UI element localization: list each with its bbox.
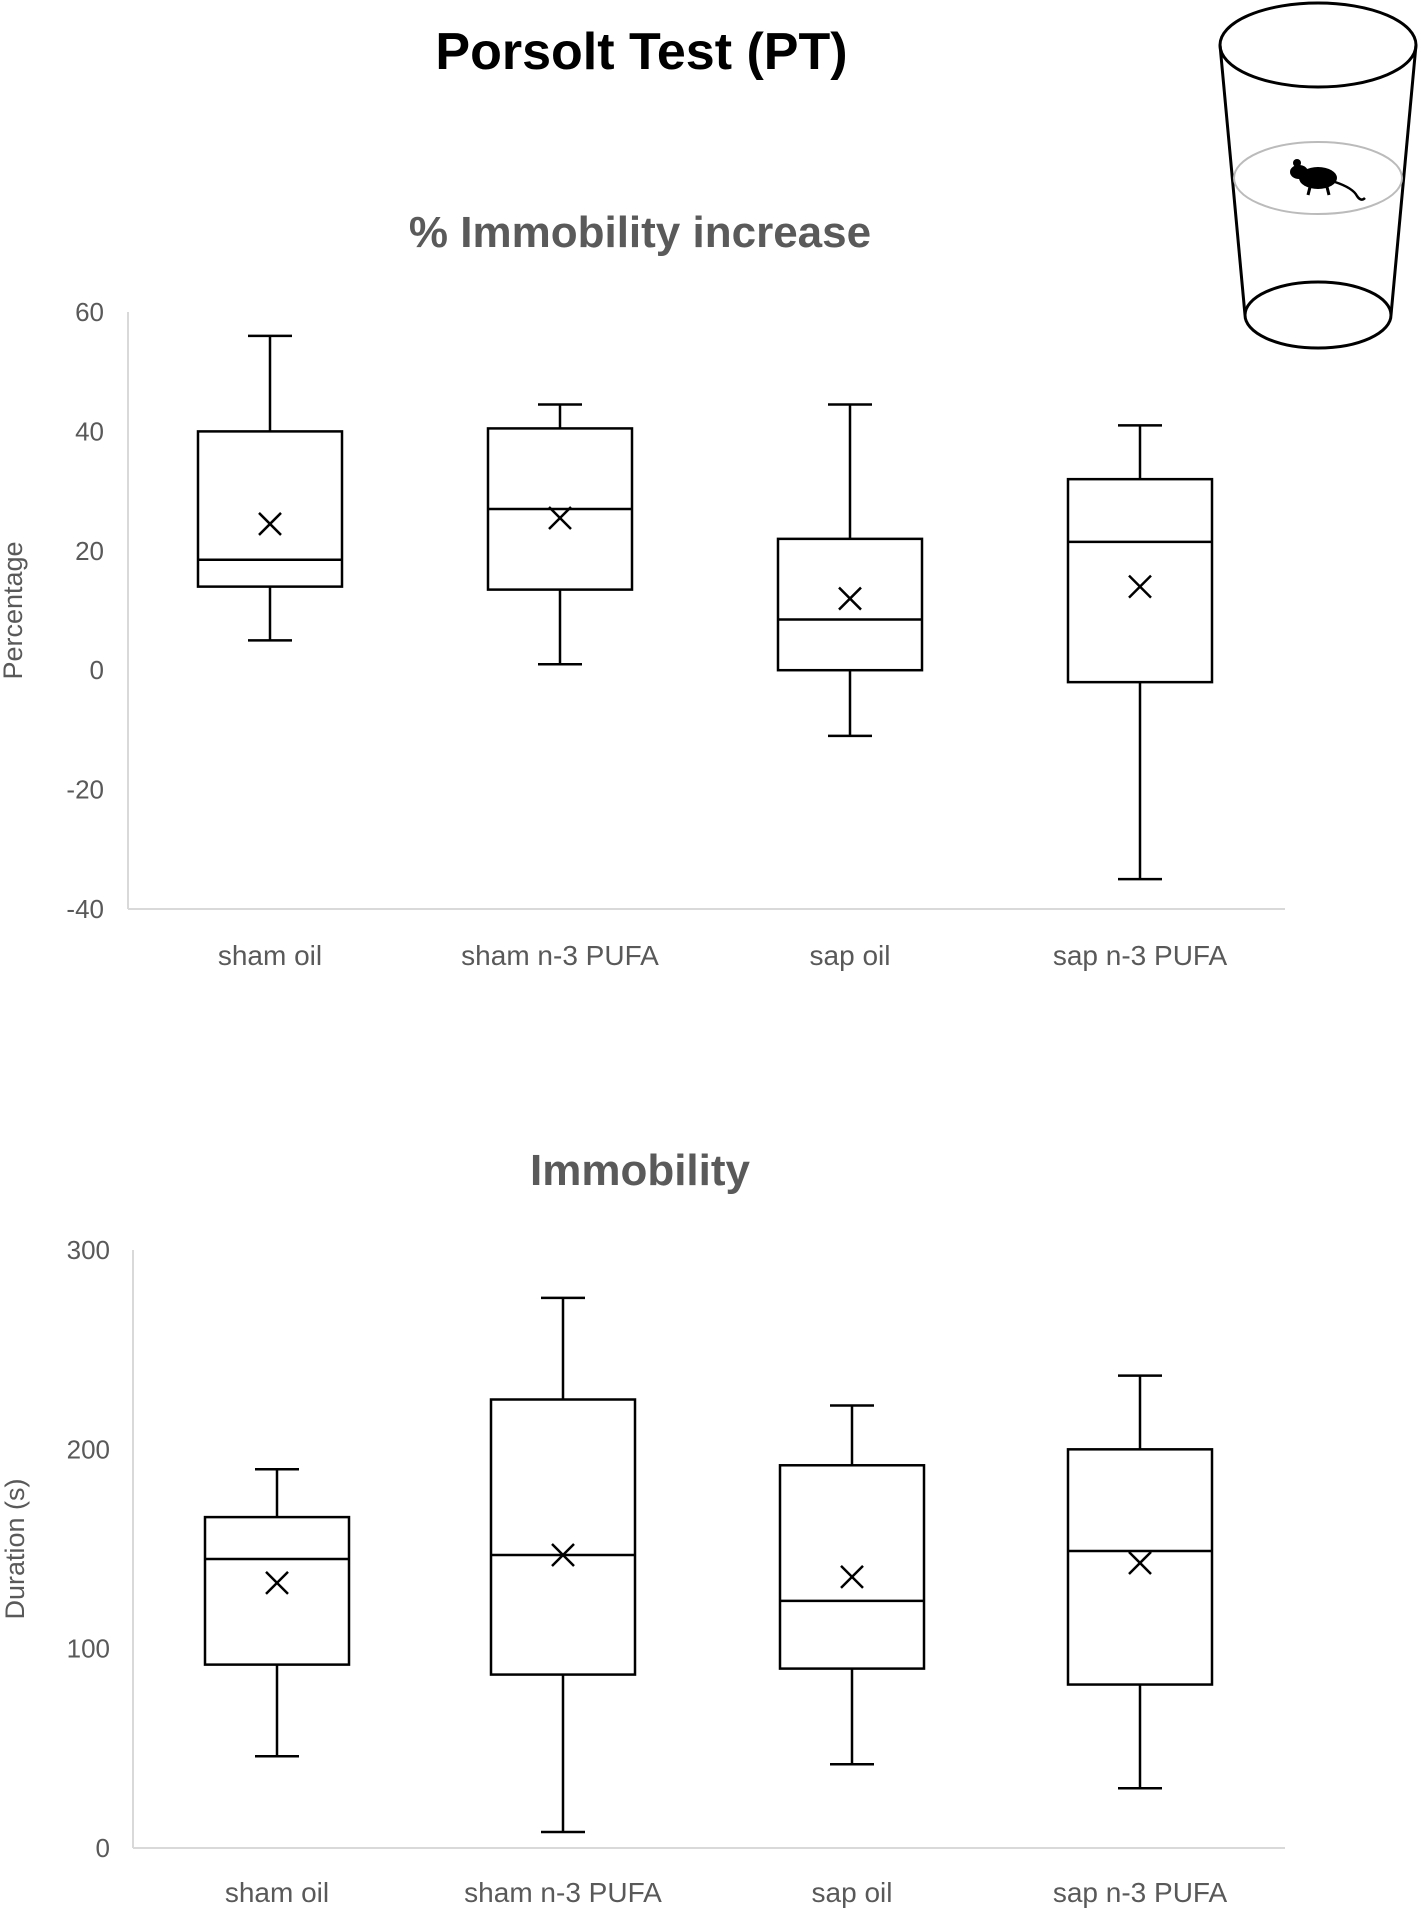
iqr-box [776, 537, 924, 672]
y-tick-label: 0 [96, 1833, 110, 1863]
box-plot-sham-oil [203, 1468, 351, 1758]
x-category-label: sap oil [812, 1877, 893, 1908]
x-category-label: sham n-3 PUFA [461, 940, 659, 971]
y-axis-label: Duration (s) [0, 1478, 30, 1619]
chart-title: Immobility [530, 1146, 751, 1195]
y-tick-label: 60 [75, 297, 104, 327]
iqr-box [203, 1515, 351, 1666]
x-category-label: sap n-3 PUFA [1053, 1877, 1228, 1908]
mean-marker [548, 506, 572, 530]
x-category-label: sham n-3 PUFA [464, 1877, 662, 1908]
y-tick-label: -20 [66, 775, 104, 805]
iqr-box [489, 1398, 637, 1676]
mean-marker [840, 1565, 864, 1589]
y-axis-label: Percentage [0, 541, 28, 679]
x-category-label: sap oil [810, 940, 891, 971]
box-plot-sap-n-3-pufa [1066, 1374, 1214, 1790]
page-title: Porsolt Test (PT) [435, 23, 848, 81]
box-plot-sham-oil [196, 334, 344, 642]
box-plot-sham-n-3-pufa [486, 403, 634, 666]
box-plot-sap-oil [776, 403, 924, 738]
mean-marker [551, 1543, 575, 1567]
chart-immobility-duration: Immobility Duration (s) 300 200 100 0 sham oil… [0, 1146, 1285, 1908]
chart-immobility-increase: % Immobility increase Percentage 60 40 20 0 -2… [0, 208, 1285, 971]
box-plot-sham-n-3-pufa [489, 1296, 637, 1834]
mean-marker [1128, 1551, 1152, 1575]
y-tick-label: -40 [66, 894, 104, 924]
iqr-box [196, 430, 344, 588]
mean-marker [1128, 574, 1152, 599]
y-tick-label: 20 [75, 536, 104, 566]
y-tick-label: 100 [67, 1634, 110, 1664]
y-tick-label: 300 [67, 1235, 110, 1265]
y-tick-label: 40 [75, 416, 104, 446]
y-tick-label: 0 [90, 655, 104, 685]
box-plot-sap-n-3-pufa [1066, 424, 1214, 881]
mean-marker [265, 1571, 289, 1595]
iqr-box [1066, 477, 1214, 684]
mean-marker [258, 512, 282, 536]
x-category-label: sap n-3 PUFA [1053, 940, 1228, 971]
mouse-icon [1290, 159, 1366, 201]
iqr-box [1066, 1448, 1214, 1686]
iqr-box [778, 1464, 926, 1670]
beaker-with-mouse-icon [1218, 1, 1418, 350]
x-category-label: sham oil [218, 940, 322, 971]
mean-marker [838, 586, 862, 611]
x-category-label: sham oil [225, 1877, 329, 1908]
box-plot-sap-oil [778, 1404, 926, 1766]
chart-title: % Immobility increase [409, 208, 871, 257]
y-tick-label: 200 [67, 1434, 110, 1464]
